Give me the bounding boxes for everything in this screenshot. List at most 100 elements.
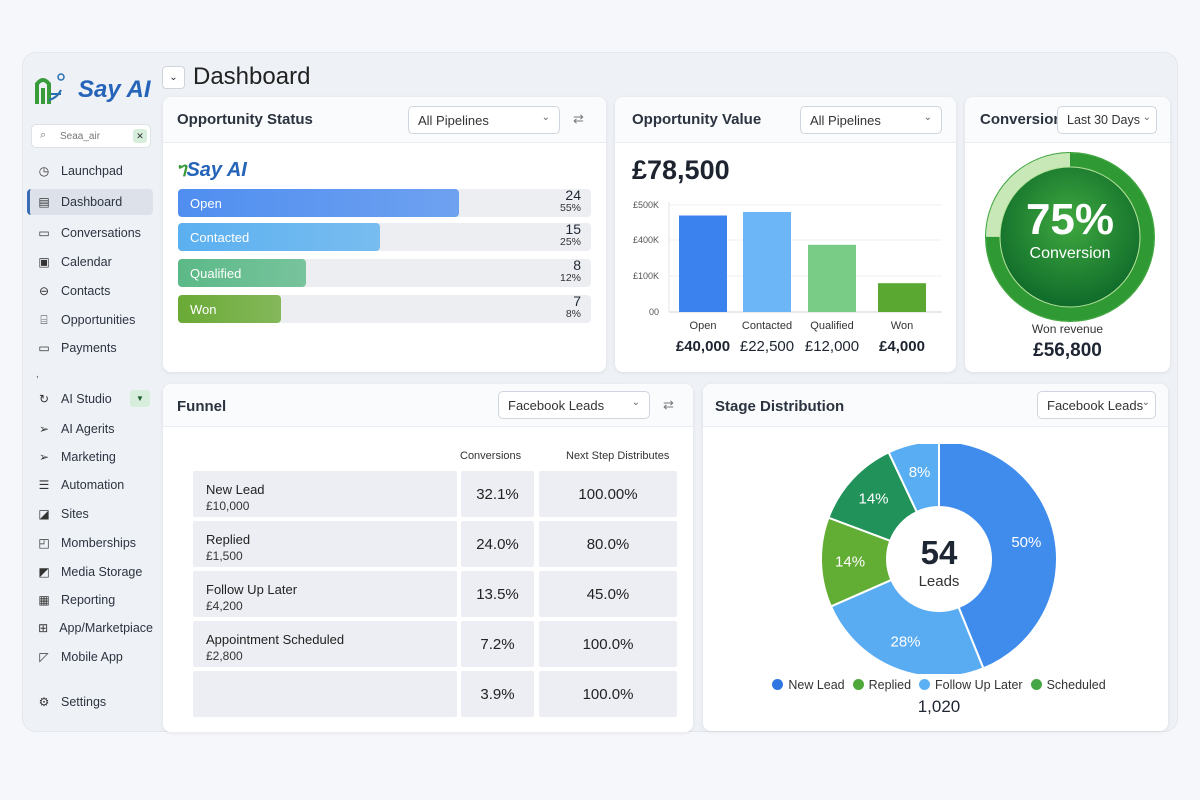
sidebar-item-label: Dashboard <box>61 195 123 209</box>
status-label: Qualified <box>190 266 242 281</box>
search-input[interactable]: ⌕ Seaa_air ✕ <box>31 124 151 148</box>
stage-value: £2,800 <box>206 649 243 663</box>
status-row-qualified[interactable]: Qualified 8 12% <box>178 258 591 287</box>
sidebar-item-settings[interactable]: ⚙ Settings <box>27 689 153 715</box>
sidebar-item-media-storage[interactable]: ◩ Media Storage <box>27 559 153 585</box>
stage-name: Follow Up Later <box>206 582 298 597</box>
won-revenue-label: Won revenue <box>1031 322 1104 336</box>
sidebar-item-label: Marketing <box>61 450 116 464</box>
x-tick-label: Open <box>690 320 717 332</box>
contacts-icon: ⊖ <box>38 284 50 298</box>
sidebar-item-marketing[interactable]: ➢ Marketing <box>27 444 153 470</box>
sidebar-item-ai-agerits[interactable]: ➢ AI Agerits <box>27 416 153 442</box>
next-step-rate: 45.0% <box>586 586 630 603</box>
source-select[interactable]: Facebook Leads ⌄ <box>1037 391 1156 419</box>
sidebar-item-sites[interactable]: ◪ Sites <box>27 501 153 527</box>
sidebar-item-label: AI Studio <box>61 392 112 406</box>
status-row-won[interactable]: Won 7 8% <box>178 294 591 323</box>
reporting-icon: ▦ <box>38 593 50 607</box>
sidebar-item-label: Momberships <box>61 536 137 550</box>
payments-icon: ▭ <box>38 341 50 355</box>
sidebar-item-contacts[interactable]: ⊖ Contacts <box>27 278 153 304</box>
status-label: Won <box>190 302 217 317</box>
card-title: Stage Distribution <box>715 398 845 415</box>
date-range-select[interactable]: Last 30 Days ⌄ <box>1057 106 1157 134</box>
sidebar-item-calendar[interactable]: ▣ Calendar <box>27 249 153 275</box>
sidebar-item-label: Contacts <box>61 284 111 298</box>
donut-center-label: Leads <box>918 573 960 590</box>
filter-settings-icon[interactable]: ⇄ <box>663 397 674 412</box>
source-select[interactable]: Facebook Leads ⌄ <box>498 391 650 419</box>
sidebar-item-conversations[interactable]: ▭ Conversations <box>27 220 153 246</box>
next-step-rate: 100.0% <box>582 636 634 653</box>
sidebar-item-label: Launchpad <box>61 164 123 178</box>
legend-dot-icon <box>772 679 784 690</box>
sidebar-item-label: Opportunities <box>61 313 136 327</box>
slice-label: 14% <box>859 491 889 508</box>
sidebar-item-mobile-app[interactable]: ◸ Mobile App <box>27 644 153 670</box>
sites-icon: ◪ <box>38 507 50 521</box>
y-tick-label: £400K <box>633 235 659 245</box>
send-icon: ➢ <box>38 422 50 436</box>
conversion-rate: 13.5% <box>476 586 519 603</box>
bar-qualified[interactable] <box>808 244 856 312</box>
x-tick-label: Qualified <box>810 320 853 332</box>
card-title: Conversion <box>980 111 1063 128</box>
pie-slice[interactable] <box>887 444 940 514</box>
chart-legend: New Lead Replied Follow Up Later Scheduled <box>703 677 1168 695</box>
pie-slice[interactable] <box>829 578 985 674</box>
collapse-menu-button[interactable]: ⌄ <box>162 66 185 89</box>
legend-label: Scheduled <box>1046 677 1106 692</box>
legend-dot-icon <box>1030 679 1042 690</box>
legend-dot-icon <box>919 679 931 690</box>
slice-label: 28% <box>890 633 920 650</box>
sidebar-item-reporting[interactable]: ▦ Reporting <box>27 587 153 613</box>
sidebar-item-launchpad[interactable]: ◷ Launchpad <box>27 158 153 184</box>
status-label: Open <box>190 196 222 211</box>
chevron-down-icon: ⌄ <box>631 397 640 408</box>
sidebar-item-automation[interactable]: ☰ Automation <box>27 472 153 498</box>
select-value: Facebook Leads <box>508 398 605 413</box>
sidebar-item-label: Automation <box>61 478 125 492</box>
status-bar-fill: Contacted <box>178 223 381 251</box>
chevron-down-icon: ⌄ <box>923 112 932 123</box>
card-title: Opportunity Value <box>632 111 762 128</box>
bar-contacted[interactable] <box>743 212 791 312</box>
opportunity-value-card: Opportunity Value All Pipelines ⌄ £78,500… <box>615 97 956 372</box>
pipeline-select[interactable]: All Pipelines ⌄ <box>800 106 942 134</box>
calendar-icon: ▣ <box>38 255 50 269</box>
stage-value: £10,000 <box>206 499 250 513</box>
bar-open[interactable] <box>679 215 727 313</box>
status-percent: 8% <box>565 308 581 320</box>
sidebar-item-dashboard[interactable]: ▤ Dashboard <box>27 189 153 215</box>
clear-search-icon[interactable]: ✕ <box>133 129 147 143</box>
status-bar-fill: Qualified <box>178 259 307 287</box>
stage-name: Appointment Scheduled <box>206 632 345 647</box>
sidebar-item-payments[interactable]: ▭ Payments <box>27 335 153 361</box>
bar-won[interactable] <box>878 283 926 312</box>
sidebar-item-opportunities[interactable]: ⌸ Opportunities <box>27 307 153 333</box>
status-row-contacted[interactable]: Contacted 15 25% <box>178 222 591 251</box>
card-title: Funnel <box>177 398 227 415</box>
sidebar-item-label: Calendar <box>61 255 112 269</box>
logo: Say AI <box>34 70 152 110</box>
sidebar-item-momberships[interactable]: ◰ Momberships <box>27 530 153 556</box>
status-count: 24 <box>565 187 581 203</box>
slice-label: 8% <box>909 464 931 481</box>
select-value: All Pipelines <box>810 113 881 128</box>
sidebar-separator: , <box>36 369 39 380</box>
sidebar-item-app-marketpiace[interactable]: ⊞ App/Marketpiace <box>27 615 153 641</box>
conversion-card: Conversion Last 30 Days ⌄ 75% Conversion … <box>965 97 1170 372</box>
total-leads-value: 1,020 <box>917 697 961 716</box>
bar-value-label: £4,000 <box>879 338 925 355</box>
pie-slice[interactable] <box>938 444 1058 670</box>
sidebar-item-ai-studio[interactable]: ↻ AI Studio <box>27 386 153 412</box>
pipeline-select[interactable]: All Pipelines ⌄ <box>408 106 560 134</box>
sidebar-item-label: Settings <box>61 695 107 709</box>
status-row-open[interactable]: Open 24 55% <box>178 187 591 217</box>
conversion-gauge <box>985 152 1155 322</box>
chevron-down-icon: ⌄ <box>1142 112 1151 123</box>
status-percent: 12% <box>559 272 581 284</box>
filter-settings-icon[interactable]: ⇄ <box>573 111 584 126</box>
bar-value-label: £12,000 <box>805 338 859 355</box>
